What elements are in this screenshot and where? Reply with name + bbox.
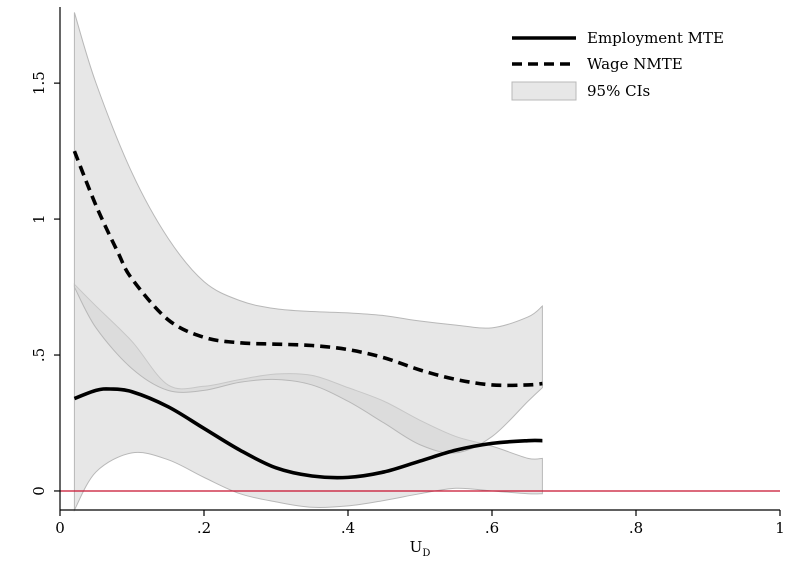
y-tick-label: 1: [30, 214, 48, 224]
series-line-employment-mte: [73, 387, 543, 480]
y-tick-label: .5: [30, 348, 48, 362]
x-axis-title-main: U: [410, 538, 423, 556]
x-tick-label: .2: [197, 519, 211, 537]
legend-label: Employment MTE: [587, 29, 724, 47]
y-tick-label: 0: [30, 486, 48, 496]
x-tick-label: .6: [485, 519, 499, 537]
ci-band-2: [73, 12, 543, 454]
x-tick-label: 1: [775, 519, 785, 537]
ci-bands-layer: [73, 12, 543, 512]
series-line-wage-nmte: [72, 150, 543, 388]
legend-label: Wage NMTE: [587, 55, 683, 73]
series-layer: [72, 150, 543, 480]
x-axis-title-subscript: D: [422, 548, 430, 559]
y-tick-label: 1.5: [30, 71, 48, 95]
legend: Employment MTE Wage NMTE 95% CIs: [511, 29, 724, 101]
x-tick-label: 0: [55, 519, 65, 537]
legend-label: 95% CIs: [587, 82, 650, 100]
legend-swatch-band: [511, 81, 577, 101]
axes-layer: 0 .2 .4 .6 .8 1 0 .5 1 1.5 UD: [30, 7, 785, 559]
x-tick-label: .4: [341, 519, 355, 537]
x-tick-label: .8: [629, 519, 643, 537]
x-axis-title: UD: [410, 538, 431, 559]
